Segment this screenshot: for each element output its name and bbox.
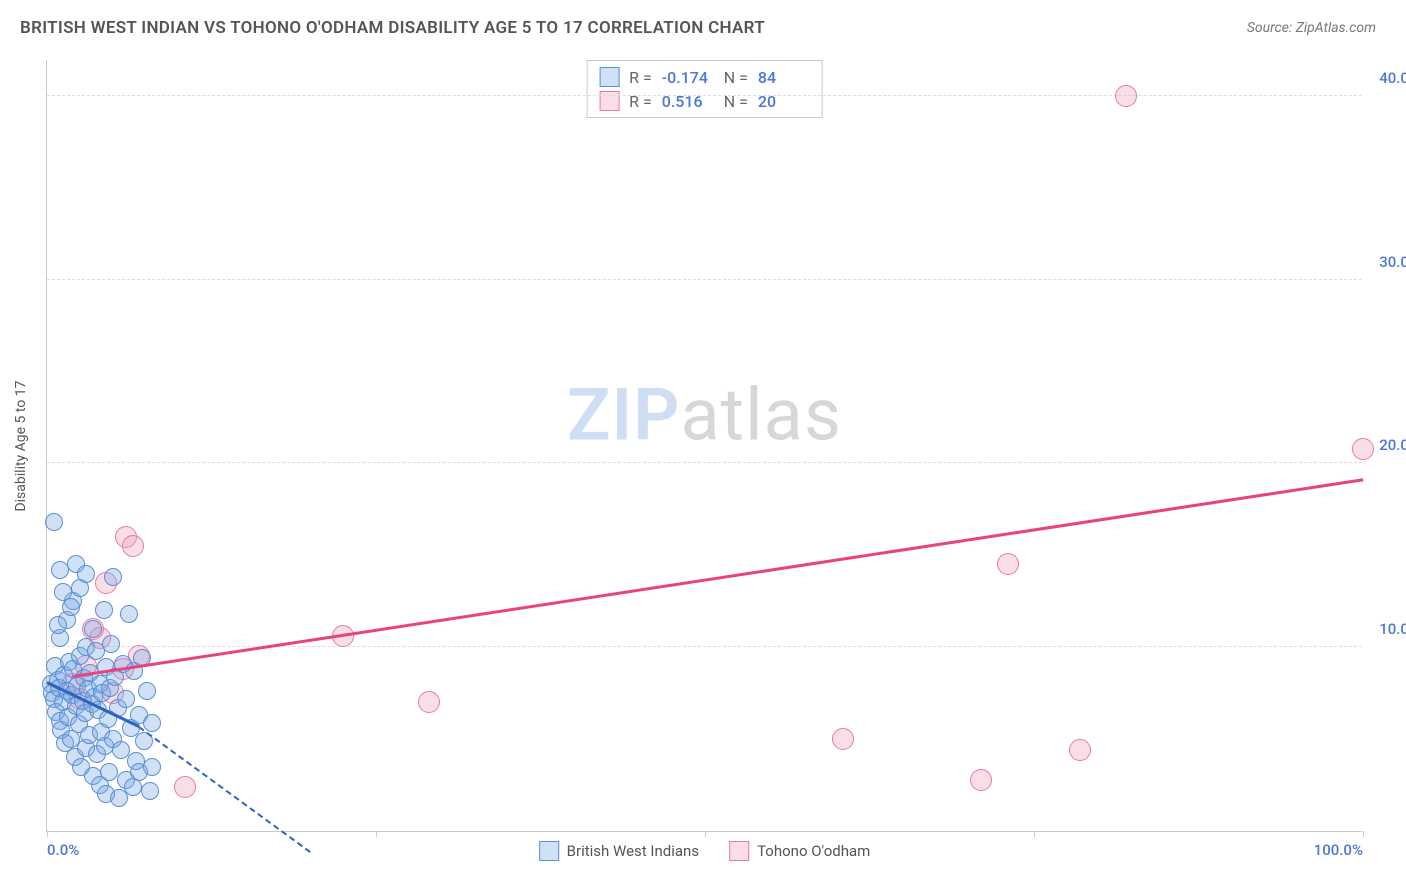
data-point (1115, 85, 1137, 107)
x-tick (376, 831, 377, 837)
gridline (47, 279, 1362, 280)
x-tick (1363, 831, 1364, 837)
data-point (84, 620, 102, 638)
stats-row: R =0.516N =20 (599, 89, 810, 113)
trend-line (139, 726, 311, 853)
data-point (49, 616, 67, 634)
y-tick-label: 20.0% (1379, 436, 1406, 454)
x-tick-label: 0.0% (47, 841, 79, 859)
n-label: N = (724, 68, 748, 87)
legend-label: British West Indians (567, 842, 699, 860)
data-point (120, 605, 138, 623)
data-point (174, 776, 196, 798)
x-tick (705, 831, 706, 837)
data-point (970, 769, 992, 791)
legend-swatch (539, 841, 559, 861)
legend-item: Tohono O'odham (729, 841, 870, 861)
data-point (138, 682, 156, 700)
data-point (77, 565, 95, 583)
series-legend: British West Indians Tohono O'odham (539, 841, 871, 861)
watermark: ZIPatlas (567, 372, 842, 457)
legend-label: Tohono O'odham (757, 842, 870, 860)
x-tick (47, 831, 48, 837)
y-tick-label: 40.0% (1379, 69, 1406, 87)
trend-line (73, 479, 1363, 679)
data-point (110, 789, 128, 807)
data-point (1069, 739, 1091, 761)
data-point (143, 714, 161, 732)
chart-title: BRITISH WEST INDIAN VS TOHONO O'ODHAM DI… (20, 18, 765, 38)
data-point (104, 568, 122, 586)
data-point (45, 513, 63, 531)
chart-source: Source: ZipAtlas.com (1247, 20, 1376, 36)
watermark-zip: ZIP (567, 372, 680, 457)
legend-swatch (599, 67, 619, 87)
data-point (1352, 438, 1374, 460)
y-tick-label: 30.0% (1379, 253, 1406, 271)
watermark-atlas: atlas (680, 372, 842, 457)
data-point (832, 728, 854, 750)
x-tick-label: 100.0% (1314, 841, 1363, 859)
y-axis-title: Disability Age 5 to 17 (13, 380, 29, 511)
data-point (418, 691, 440, 713)
legend-item: British West Indians (539, 841, 699, 861)
data-point (51, 561, 69, 579)
data-point (62, 598, 80, 616)
data-point (143, 758, 161, 776)
scatter-chart: Disability Age 5 to 17 ZIPatlas R =-0.17… (46, 60, 1362, 832)
data-point (122, 535, 144, 557)
correlation-stats-box: R = -0.174 N = 84 R =0.516N =20 (586, 60, 823, 118)
x-tick (1034, 831, 1035, 837)
data-point (100, 763, 118, 781)
data-point (117, 690, 135, 708)
r-label: R = (629, 68, 652, 87)
data-point (997, 553, 1019, 575)
gridline (47, 462, 1362, 463)
data-point (112, 741, 130, 759)
stats-row: R = -0.174 N = 84 (599, 65, 810, 89)
n-value: 84 (758, 68, 810, 87)
legend-swatch (729, 841, 749, 861)
gridline (47, 95, 1362, 96)
gridline (47, 646, 1362, 647)
data-point (141, 782, 159, 800)
data-point (102, 635, 120, 653)
chart-header: BRITISH WEST INDIAN VS TOHONO O'ODHAM DI… (0, 0, 1406, 50)
y-tick-label: 10.0% (1379, 620, 1406, 638)
r-value: -0.174 (662, 68, 714, 87)
data-point (95, 601, 113, 619)
